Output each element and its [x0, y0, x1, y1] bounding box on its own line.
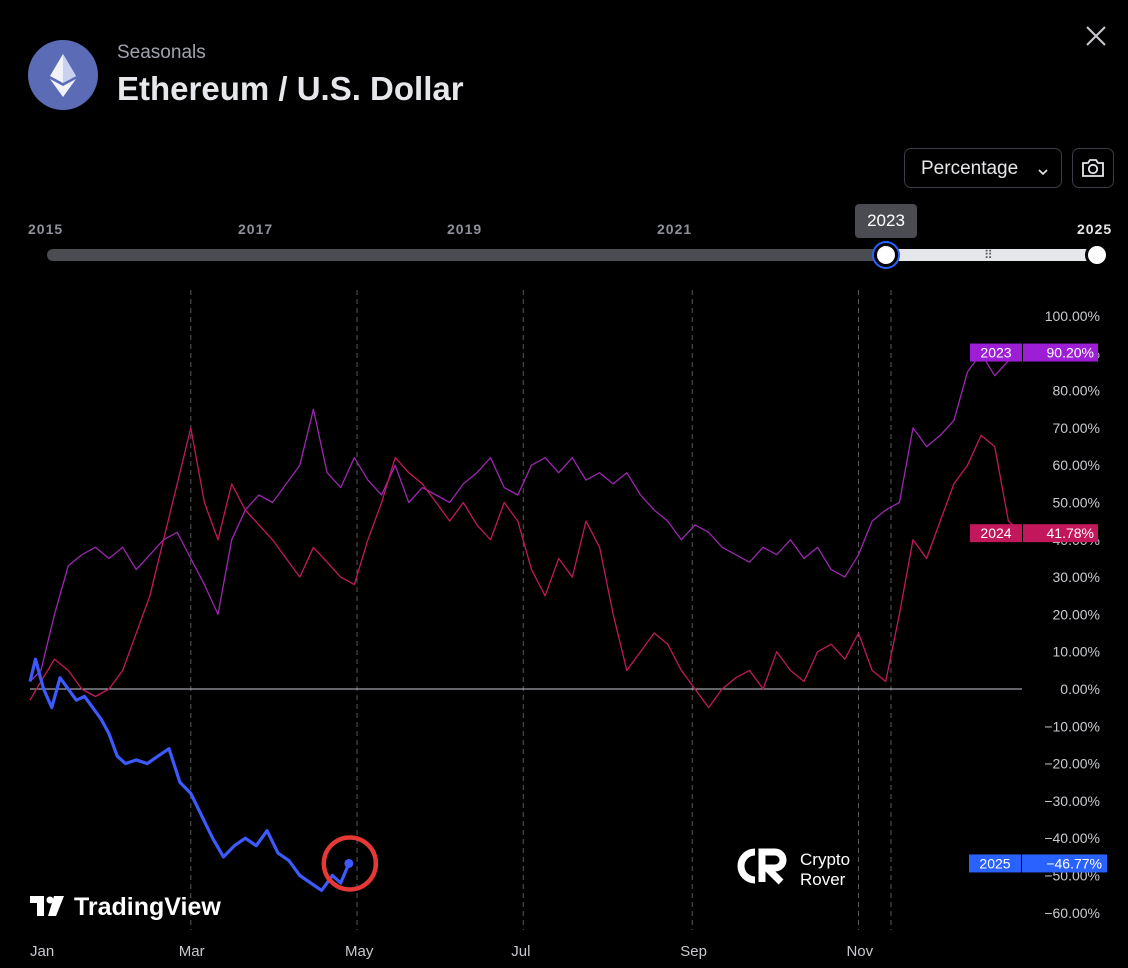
mode-select-value: Percentage: [921, 158, 1019, 179]
y-tick-label: 60.00%: [1053, 457, 1100, 473]
subtitle: Seasonals: [117, 42, 206, 63]
y-tick-label: −10.00%: [1044, 718, 1100, 734]
series-value-badge: [1022, 854, 1107, 873]
series-value-label: 41.78%: [1047, 525, 1094, 541]
crypto-rover-line1: Crypto: [800, 850, 851, 869]
ethereum-icon: [28, 40, 98, 110]
y-tick-label: 10.00%: [1053, 644, 1100, 660]
mode-select[interactable]: Percentage: [904, 148, 1062, 188]
y-tick-label: −20.00%: [1044, 756, 1100, 772]
series-year-label: 2024: [980, 525, 1011, 541]
series-line-2024[interactable]: [29, 427, 1023, 709]
series-value-label: 90.20%: [1047, 345, 1094, 361]
y-tick-label: 80.00%: [1053, 383, 1100, 399]
series-year-badge: [969, 854, 1021, 873]
y-tick-label: −60.00%: [1044, 905, 1100, 921]
seasonals-dialog: [10, 4, 1118, 966]
y-tick-label: 0.00%: [1060, 681, 1100, 697]
series-year-badge: [970, 524, 1022, 543]
tradingview-watermark: TradingView: [30, 893, 221, 922]
y-tick-label: 100.00%: [1045, 308, 1100, 324]
camera-icon[interactable]: [1072, 148, 1114, 188]
y-tick-label: 30.00%: [1053, 569, 1100, 585]
slider-year-label: 2025: [1077, 221, 1113, 237]
slider-year-label: 2021: [657, 221, 693, 237]
page-title: Ethereum / U.S. Dollar: [117, 70, 464, 107]
x-tick-label: Nov: [846, 943, 873, 960]
range-end-handle[interactable]: [1085, 243, 1109, 267]
tradingview-logo-icon: [30, 896, 64, 916]
series-value-badge: [1023, 343, 1098, 362]
crypto-rover-logo-icon: [737, 848, 787, 885]
year-range-selection[interactable]: [885, 249, 1097, 261]
x-tick-label: May: [345, 943, 374, 960]
y-tick-label: 70.00%: [1053, 420, 1100, 436]
y-tick-label: 20.00%: [1053, 606, 1100, 622]
x-tick-label: Mar: [179, 943, 205, 960]
series-value-badge: [1023, 524, 1098, 543]
slider-year-label: 2015: [28, 221, 64, 237]
y-tick-label: 50.00%: [1053, 495, 1100, 511]
x-tick-label: Jan: [30, 943, 54, 960]
series-line-2023[interactable]: [29, 352, 1023, 682]
highlight-circle: [321, 835, 379, 892]
series-line-2025[interactable]: [28, 657, 351, 893]
x-tick-label: Sep: [680, 943, 707, 960]
series-year-label: 2025: [979, 855, 1010, 871]
close-icon[interactable]: [1082, 22, 1110, 50]
crypto-rover-watermark: Crypto Rover: [735, 846, 850, 891]
crypto-rover-line2: Rover: [800, 870, 846, 889]
slider-year-label: 2019: [447, 221, 483, 237]
drag-grip-icon[interactable]: ⠿: [984, 248, 993, 262]
tradingview-text: TradingView: [74, 893, 221, 921]
x-tick-label: Jul: [511, 943, 530, 960]
series-endpoint-marker: [344, 858, 354, 868]
y-tick-label: −30.00%: [1044, 793, 1100, 809]
y-tick-label: −40.00%: [1044, 830, 1100, 846]
range-start-handle[interactable]: [874, 243, 898, 267]
series-value-label: −46.77%: [1046, 855, 1102, 871]
range-tooltip: 2023: [855, 204, 917, 238]
series-year-label: 2023: [980, 345, 1011, 361]
chevron-down-icon: [1037, 162, 1049, 184]
slider-year-label: 2017: [238, 221, 274, 237]
year-range-track[interactable]: [47, 249, 1097, 261]
series-year-badge: [970, 343, 1022, 362]
